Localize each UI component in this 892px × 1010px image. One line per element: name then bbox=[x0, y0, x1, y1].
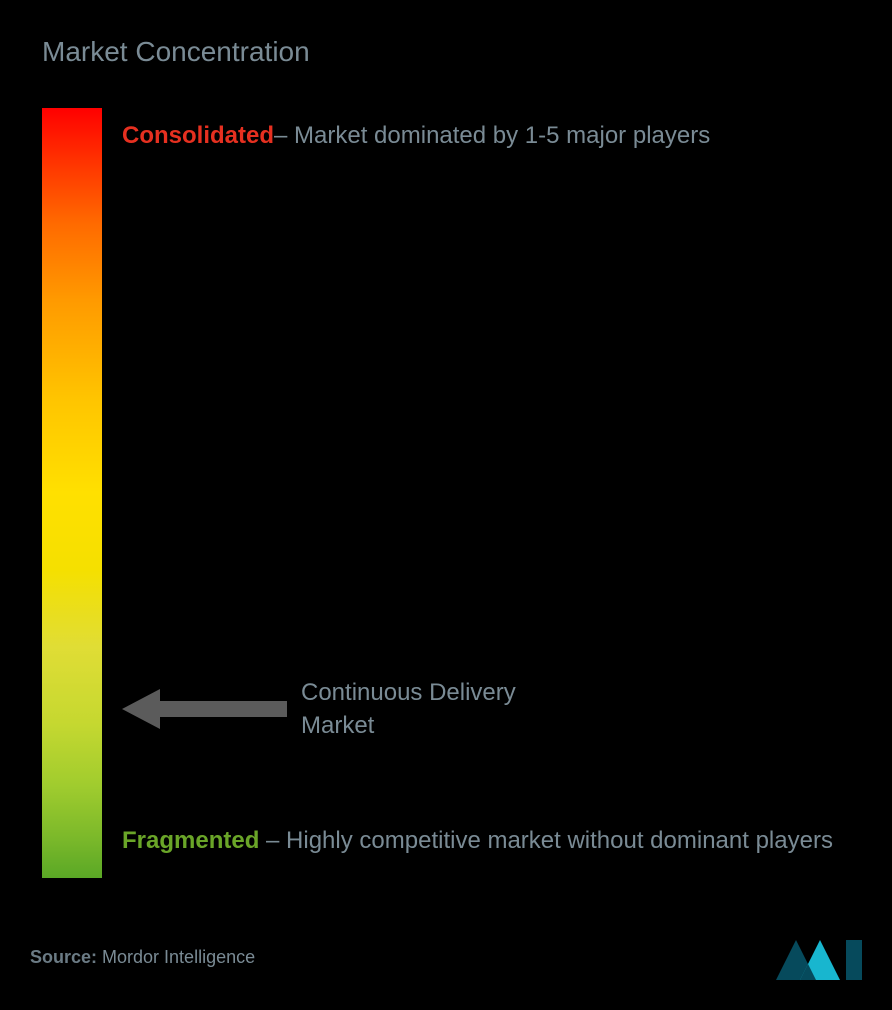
brand-logo-icon bbox=[776, 934, 862, 980]
labels-area: Consolidated– Market dominated by 1-5 ma… bbox=[122, 108, 850, 878]
fragmented-description: – Highly competitive market without domi… bbox=[259, 827, 833, 854]
market-position-marker: Continuous Delivery Market bbox=[122, 676, 516, 743]
fragmented-label: Fragmented – Highly competitive market w… bbox=[122, 815, 850, 868]
source-attribution: Source: Mordor Intelligence bbox=[30, 947, 255, 968]
consolidated-label: Consolidated– Market dominated by 1-5 ma… bbox=[122, 110, 850, 163]
gradient-scale bbox=[42, 108, 102, 878]
source-label: Source: bbox=[30, 947, 97, 967]
source-name: Mordor Intelligence bbox=[97, 947, 255, 967]
fragmented-keyword: Fragmented bbox=[122, 827, 259, 854]
footer: Source: Mordor Intelligence bbox=[30, 934, 862, 980]
consolidated-description: – Market dominated by 1-5 major players bbox=[274, 122, 710, 149]
page-title: Market Concentration bbox=[42, 36, 850, 68]
consolidated-keyword: Consolidated bbox=[122, 122, 274, 149]
arrow-left-icon bbox=[122, 684, 287, 734]
market-name-line1: Continuous Delivery bbox=[301, 676, 516, 710]
market-name-line2: Market bbox=[301, 709, 516, 743]
concentration-chart: Consolidated– Market dominated by 1-5 ma… bbox=[42, 108, 850, 878]
